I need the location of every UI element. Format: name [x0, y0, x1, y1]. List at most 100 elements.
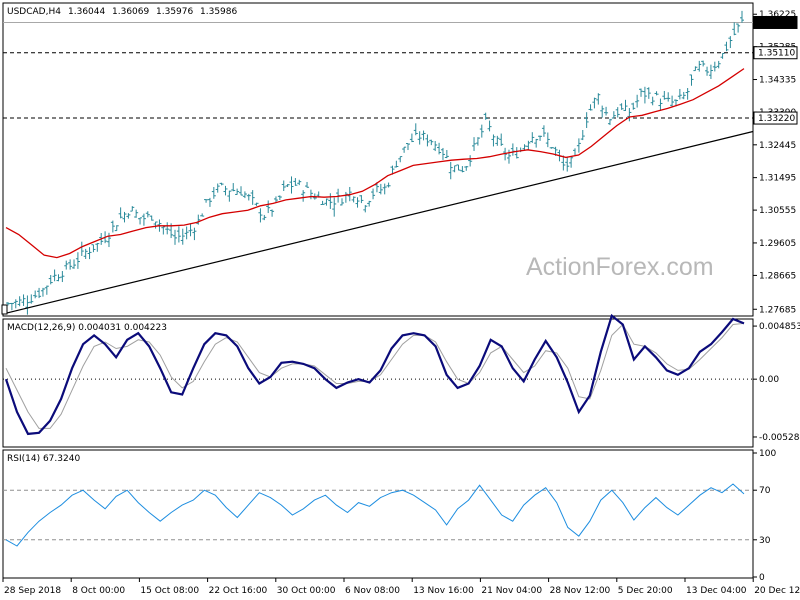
price-bar: [359, 195, 364, 204]
price-tag-label: 1.35110: [758, 49, 795, 59]
price-header-high: 1.36069: [112, 7, 149, 17]
price-bar: [87, 247, 92, 260]
price-bar: [297, 179, 302, 186]
price-bar: [475, 137, 480, 146]
price-bar: [231, 183, 236, 192]
price-bar: [130, 206, 135, 212]
price-bar: [440, 147, 445, 160]
price-bar: [215, 183, 220, 193]
price-tag-box: [753, 15, 798, 29]
price-bar: [666, 92, 671, 102]
price-bar: [204, 199, 209, 203]
price-bar: [545, 132, 550, 148]
price-bar: [650, 96, 655, 106]
price-bar: [584, 112, 589, 129]
price-bar: [510, 143, 515, 156]
price-bar: [33, 290, 38, 299]
price-bar: [246, 193, 251, 201]
price-bar: [68, 259, 73, 270]
price-bar: [409, 133, 414, 143]
price-panel-frame: [2, 2, 754, 317]
price-bar: [262, 214, 267, 221]
price-bar: [705, 66, 710, 76]
price-bar: [64, 260, 69, 270]
price-bar: [149, 215, 154, 221]
price-bar: [670, 95, 675, 108]
price-bar: [378, 183, 383, 195]
macd-main-line: [4, 313, 745, 436]
price-bar: [75, 252, 80, 269]
price-bar: [654, 91, 659, 96]
price-bar: [37, 287, 42, 299]
rsi-axis: 100 70 30 0: [753, 449, 776, 583]
price-bar: [425, 134, 430, 147]
price-bar: [56, 274, 61, 282]
price-tag-label: 1.35986: [758, 18, 795, 28]
price-bar: [211, 187, 216, 199]
price-tags: 1.35986 1.35110 1.33220: [753, 15, 798, 125]
rsi-levels: [3, 489, 753, 541]
macd-axis: 0.004853 0.00 -0.005284: [753, 322, 800, 443]
price-bar: [293, 178, 298, 186]
price-bar: [363, 205, 368, 213]
price-bar: [254, 202, 259, 206]
price-bar: [460, 166, 465, 173]
price-bar: [281, 180, 286, 192]
price-bar: [367, 200, 372, 207]
time-tick-label: 15 Oct 08:00: [140, 586, 199, 596]
macd-header: MACD(12,26,9) 0.004031 0.004223: [7, 323, 167, 333]
watermark: ActionForex.com: [526, 253, 714, 281]
price-bar: [604, 106, 609, 116]
price-bar: [141, 213, 146, 226]
price-bar: [324, 198, 329, 206]
price-tick-label: 1.32445: [759, 141, 796, 151]
price-bar: [371, 188, 376, 200]
time-tick-label: 28 Nov 12:00: [550, 586, 611, 596]
price-bar: [724, 41, 729, 52]
price-bar: [355, 197, 360, 208]
price-bar: [464, 166, 469, 171]
price-bar: [72, 259, 77, 269]
price-bar: [565, 156, 570, 172]
price-bar: [235, 188, 240, 195]
price-bar: [134, 209, 139, 218]
chart-shift-marker: [1, 304, 8, 315]
price-bar: [421, 130, 426, 141]
price-bar: [60, 271, 65, 283]
macd-signal-line: [5, 322, 745, 429]
price-bar: [639, 88, 644, 97]
price-bar: [343, 191, 348, 203]
price-bar: [623, 99, 628, 111]
price-bar: [95, 242, 100, 252]
price-bar: [596, 93, 601, 105]
price-bar: [153, 221, 158, 229]
price-bar: [697, 60, 702, 72]
price-bar: [429, 139, 434, 146]
price-bar: [196, 214, 201, 225]
price-bar: [192, 227, 197, 241]
price-tag-label: 1.33220: [758, 114, 795, 124]
price-bar: [6, 302, 10, 306]
price-bar: [642, 86, 647, 104]
price-bar: [685, 88, 690, 100]
time-tick-label: 13 Dec 04:00: [686, 586, 747, 596]
price-bar: [126, 213, 131, 219]
price-bar: [417, 131, 422, 145]
price-bar: [188, 223, 193, 237]
price-bar: [681, 91, 686, 100]
price-bar: [716, 60, 721, 69]
price-bar: [600, 105, 605, 118]
price-tag-box: [753, 111, 798, 125]
price-bar: [580, 129, 585, 141]
price-bar: [444, 150, 449, 159]
time-tick-label: 5 Dec 20:00: [618, 586, 673, 596]
price-bar: [52, 269, 57, 282]
price-tick-label: 1.30555: [759, 206, 796, 216]
price-bar: [631, 102, 636, 110]
price-tag-box: [753, 46, 798, 60]
price-bar: [398, 156, 403, 163]
price-bar: [176, 226, 181, 243]
price-bar: [483, 112, 488, 120]
price-tick-label: 1.34335: [759, 76, 796, 86]
price-bar: [561, 155, 566, 171]
